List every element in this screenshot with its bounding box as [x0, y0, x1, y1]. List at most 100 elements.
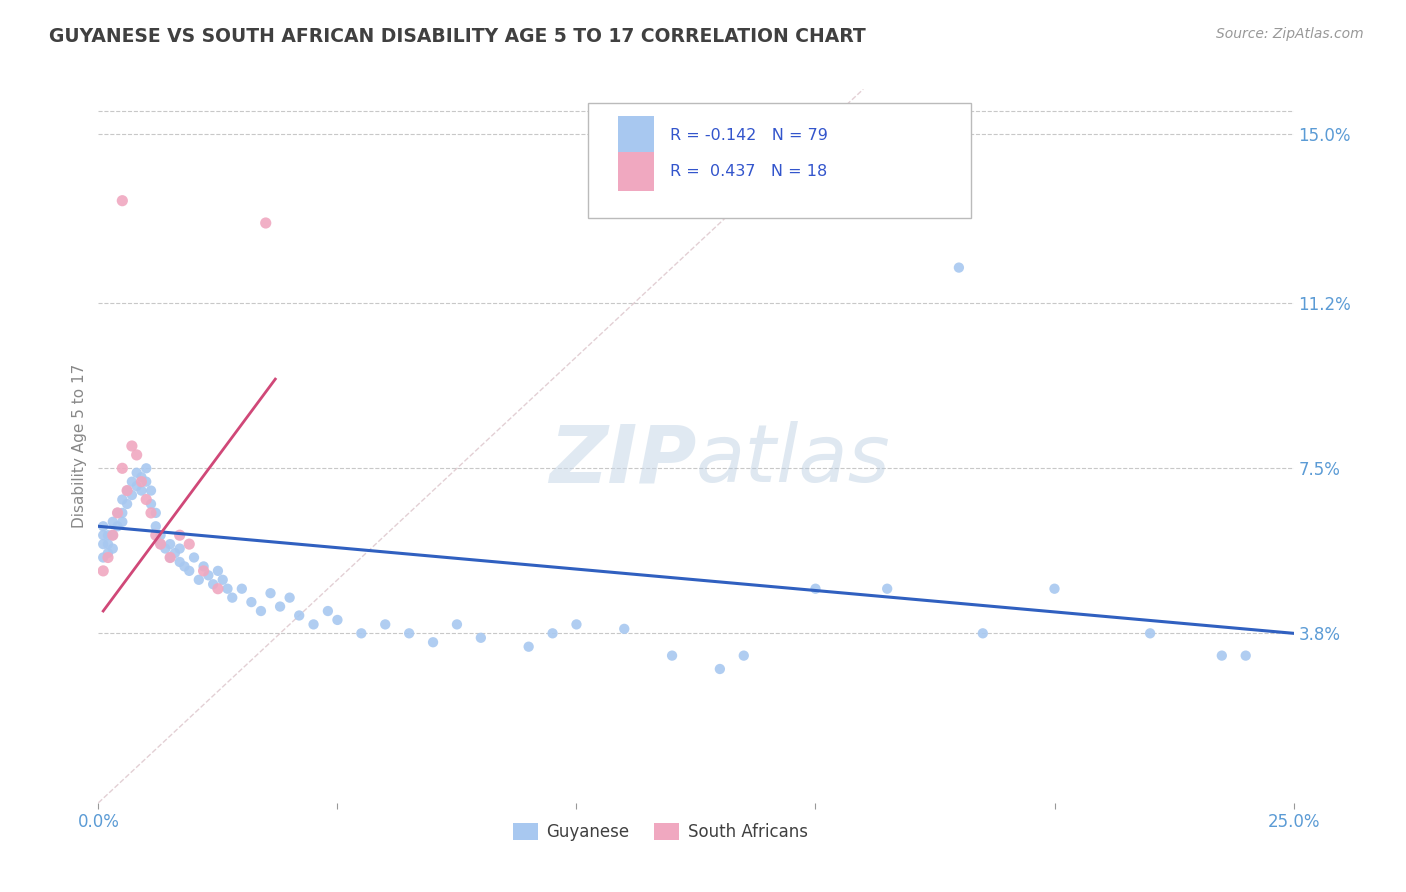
Point	[1211, 648, 1233, 663]
Point	[155, 541, 177, 556]
Point	[374, 617, 396, 632]
Point	[876, 582, 898, 596]
Point	[948, 260, 970, 275]
Text: atlas: atlas	[696, 421, 891, 500]
Text: R = -0.142   N = 79: R = -0.142 N = 79	[669, 128, 828, 143]
Point	[97, 528, 120, 542]
Point	[101, 528, 124, 542]
Point	[231, 582, 253, 596]
Point	[149, 537, 172, 551]
Point	[179, 564, 201, 578]
Point	[398, 626, 420, 640]
Point	[179, 537, 201, 551]
Point	[145, 506, 167, 520]
Point	[111, 492, 134, 507]
Point	[97, 537, 120, 551]
Point	[97, 550, 120, 565]
Point	[139, 497, 162, 511]
Point	[115, 483, 138, 498]
Point	[125, 448, 148, 462]
Text: ZIP: ZIP	[548, 421, 696, 500]
Point	[202, 577, 225, 591]
Point	[101, 541, 124, 556]
Point	[159, 550, 181, 565]
Point	[326, 613, 349, 627]
Point	[107, 506, 129, 520]
Point	[221, 591, 243, 605]
Point	[193, 559, 215, 574]
Point	[240, 595, 263, 609]
Point	[111, 506, 134, 520]
Point	[422, 635, 444, 649]
Point	[565, 617, 588, 632]
Point	[517, 640, 540, 654]
Point	[278, 591, 301, 605]
Text: R =  0.437   N = 18: R = 0.437 N = 18	[669, 164, 827, 178]
Point	[169, 528, 191, 542]
Point	[145, 528, 167, 542]
Point	[187, 573, 209, 587]
FancyBboxPatch shape	[619, 152, 654, 191]
Point	[197, 568, 219, 582]
Point	[350, 626, 373, 640]
Point	[121, 475, 143, 489]
Point	[135, 492, 157, 507]
Point	[107, 519, 129, 533]
Point	[115, 483, 138, 498]
Point	[91, 550, 114, 565]
Point	[302, 617, 325, 632]
Point	[97, 546, 120, 560]
Point	[446, 617, 468, 632]
Point	[972, 626, 994, 640]
Point	[250, 604, 273, 618]
Point	[1234, 648, 1257, 663]
Point	[121, 488, 143, 502]
Point	[211, 573, 233, 587]
Point	[541, 626, 564, 640]
Point	[159, 550, 181, 565]
Point	[135, 475, 157, 489]
Point	[111, 194, 134, 208]
Text: Source: ZipAtlas.com: Source: ZipAtlas.com	[1216, 27, 1364, 41]
Point	[149, 537, 172, 551]
Point	[131, 475, 153, 489]
Point	[470, 631, 492, 645]
Point	[107, 506, 129, 520]
Point	[316, 604, 339, 618]
Point	[169, 555, 191, 569]
Point	[207, 564, 229, 578]
Point	[121, 439, 143, 453]
Point	[661, 648, 683, 663]
Point	[804, 582, 827, 596]
Point	[101, 515, 124, 529]
Text: GUYANESE VS SOUTH AFRICAN DISABILITY AGE 5 TO 17 CORRELATION CHART: GUYANESE VS SOUTH AFRICAN DISABILITY AGE…	[49, 27, 866, 45]
Point	[1139, 626, 1161, 640]
Point	[259, 586, 281, 600]
Point	[91, 528, 114, 542]
FancyBboxPatch shape	[619, 116, 654, 155]
Point	[91, 537, 114, 551]
Point	[131, 470, 153, 484]
Point	[288, 608, 311, 623]
Point	[131, 483, 153, 498]
Y-axis label: Disability Age 5 to 17: Disability Age 5 to 17	[72, 364, 87, 528]
Point	[1043, 582, 1066, 596]
Point	[709, 662, 731, 676]
Point	[149, 528, 172, 542]
Point	[173, 559, 195, 574]
Point	[159, 537, 181, 551]
Point	[193, 564, 215, 578]
Point	[139, 483, 162, 498]
Point	[125, 466, 148, 480]
Point	[111, 515, 134, 529]
Point	[101, 528, 124, 542]
Legend: Guyanese, South Africans: Guyanese, South Africans	[506, 816, 814, 848]
Point	[269, 599, 291, 614]
Point	[125, 479, 148, 493]
Point	[91, 564, 114, 578]
Point	[163, 546, 186, 560]
Point	[111, 461, 134, 475]
Point	[145, 519, 167, 533]
Point	[115, 497, 138, 511]
Point	[139, 506, 162, 520]
